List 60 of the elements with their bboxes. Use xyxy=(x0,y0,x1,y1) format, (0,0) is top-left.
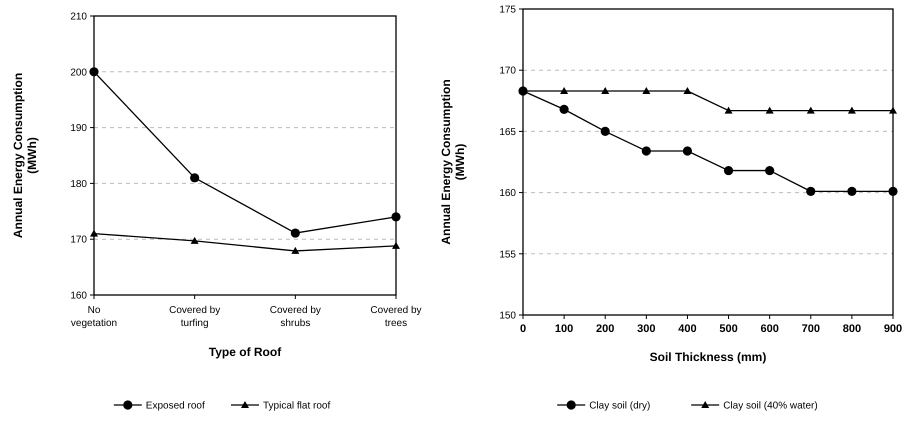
point xyxy=(600,126,610,136)
y-tick-label: 175 xyxy=(499,4,516,16)
x-tick-label: 300 xyxy=(637,323,656,335)
point xyxy=(642,146,651,156)
point xyxy=(642,87,650,94)
point xyxy=(848,106,856,114)
point xyxy=(391,212,401,222)
point xyxy=(89,67,99,76)
point xyxy=(601,87,610,94)
point xyxy=(560,104,569,114)
x-tick-label: 800 xyxy=(842,323,862,335)
y-tick-label: 180 xyxy=(70,178,88,190)
x-tick-label: Covered by turfing xyxy=(169,305,220,329)
legend-label: Clay soil (40% water) xyxy=(723,400,818,412)
y-tick-label: 170 xyxy=(499,66,516,77)
x-tick-label: Covered by shrubs xyxy=(270,305,321,329)
x-tick-label: 100 xyxy=(554,323,574,335)
y-tick-label: 170 xyxy=(70,234,88,246)
y-tick-label: 165 xyxy=(499,126,516,138)
point xyxy=(392,242,400,249)
point xyxy=(889,106,897,114)
legend-label: Clay soil (dry) xyxy=(589,400,650,412)
x-tick-label: 0 xyxy=(520,323,526,335)
legend-label: Exposed roof xyxy=(146,400,205,412)
y-tick-label: 190 xyxy=(70,123,88,134)
point xyxy=(724,166,734,176)
point xyxy=(560,87,568,94)
point xyxy=(765,166,774,176)
point xyxy=(806,106,815,114)
y-tick-label: 155 xyxy=(499,249,516,260)
x-tick-label: 900 xyxy=(884,323,902,335)
x-tick-label: 200 xyxy=(596,323,614,335)
point xyxy=(806,186,816,196)
y-tick-label: 160 xyxy=(499,188,516,200)
x-axis-title: Soil Thickness (mm) xyxy=(650,350,766,364)
y-tick-label: 200 xyxy=(70,67,88,78)
point xyxy=(847,186,856,196)
point xyxy=(682,146,692,156)
point xyxy=(190,236,199,244)
x-tick-label: No vegetation xyxy=(70,305,118,329)
y-tick-label: 150 xyxy=(499,310,516,322)
x-tick-label: 400 xyxy=(678,323,697,335)
y-tick-label: 160 xyxy=(70,290,88,302)
y-axis-title: Annual Energy Consumption (MWh) xyxy=(11,72,39,238)
x-tick-label: 700 xyxy=(802,323,820,335)
point xyxy=(90,230,98,237)
legend-label: Typical flat roof xyxy=(263,400,330,412)
point xyxy=(683,87,692,94)
x-axis-title: Type of Roof xyxy=(208,345,282,359)
y-axis-title: Annual Energy Consumption (MWh) xyxy=(439,79,467,245)
x-tick-label: 600 xyxy=(760,323,779,335)
point xyxy=(766,106,774,114)
x-tick-label: 500 xyxy=(719,323,738,335)
point xyxy=(190,173,200,182)
y-tick-label: 210 xyxy=(70,12,88,22)
x-tick-label: Covered by trees xyxy=(370,305,422,329)
point xyxy=(888,186,898,196)
point xyxy=(291,246,300,254)
point xyxy=(290,228,300,238)
point xyxy=(724,106,733,114)
